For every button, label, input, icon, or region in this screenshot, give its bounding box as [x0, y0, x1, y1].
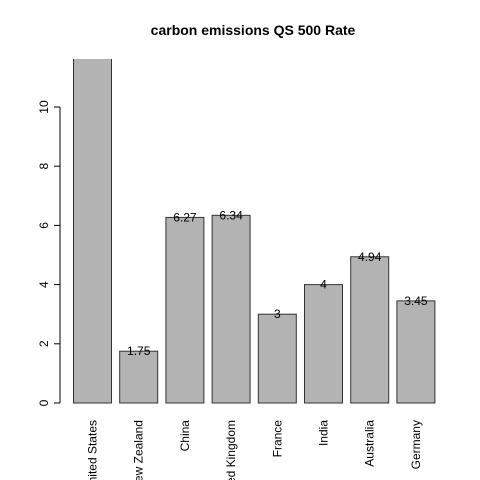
bar: [211, 214, 251, 404]
bar-value-label: 6.34: [219, 208, 243, 222]
y-tick-label: 2: [37, 340, 51, 347]
y-tick-label: 10: [37, 100, 51, 114]
category-label: China: [178, 420, 192, 452]
bar: [119, 350, 159, 404]
bar: [304, 284, 343, 404]
chart-title: carbon emissions QS 500 Rate: [151, 22, 356, 38]
bar-value-label: 1.75: [127, 344, 151, 358]
category-label: India: [317, 420, 331, 446]
y-axis: 0 2 4 6 8 10: [37, 100, 61, 406]
bar: [350, 256, 390, 404]
bar-value-label: 3.45: [404, 294, 428, 308]
bar-value-label: 3: [274, 307, 281, 321]
bar: [257, 313, 297, 404]
y-tick-label: 6: [37, 222, 51, 229]
bars: [73, 59, 436, 404]
bar-value-label: 4: [320, 278, 327, 292]
bar: [73, 59, 112, 404]
category-label: France: [270, 420, 284, 458]
y-tick-label: 0: [37, 399, 51, 406]
y-tick-label: 8: [37, 163, 51, 170]
bar-value-label: 6.27: [173, 210, 197, 224]
category-label: United Kingdom: [224, 420, 238, 480]
category-label: Australia: [363, 420, 377, 467]
bar-value-label: 4.94: [358, 250, 382, 264]
y-tick-label: 4: [37, 281, 51, 288]
category-label: New Zealand: [132, 420, 146, 480]
bar: [165, 216, 205, 404]
category-label: United States: [86, 420, 100, 480]
bar: [396, 300, 436, 404]
x-axis-labels: United States New Zealand China United King…: [86, 420, 423, 480]
category-label: Germany: [409, 420, 423, 469]
